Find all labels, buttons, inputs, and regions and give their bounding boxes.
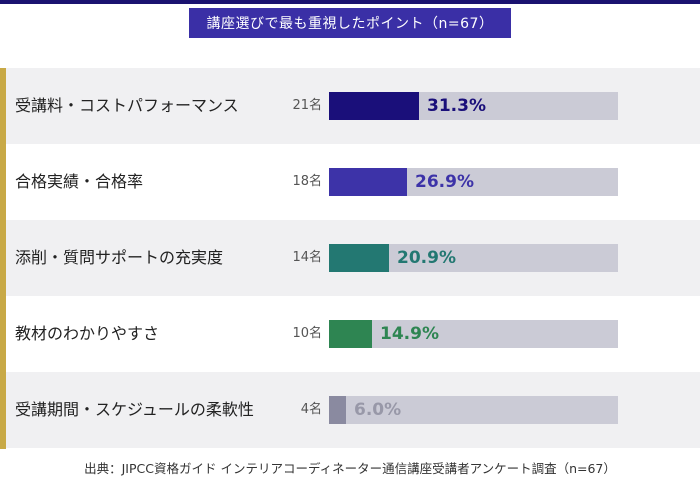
category-label: 添削・質問サポートの充実度 [15,248,224,267]
bar-track: 14.9% [329,320,618,348]
bar-fill [329,244,389,272]
source-note: 出典：JIPCC資格ガイド インテリアコーディネーター通信講座受講者アンケート調… [84,461,616,476]
category-label: 教材のわかりやすさ [15,324,160,343]
count-label: 10名 [292,326,322,341]
bar-track: 26.9% [329,168,618,196]
chart-title: 講座選びで最も重視したポイント（n=67） [189,8,511,38]
chart-row: 教材のわかりやすさ 10名 14.9% [0,296,700,372]
bar-track: 20.9% [329,244,618,272]
category-label: 受講料・コストパフォーマンス [15,96,239,115]
count-label: 18名 [292,174,322,189]
value-label: 6.0% [354,400,402,420]
count-label: 14名 [292,250,322,265]
bar-track: 31.3% [329,92,618,120]
bar-track: 6.0% [329,396,618,424]
category-label: 合格実績・合格率 [15,172,144,191]
chart-row: 受講期間・スケジュールの柔軟性 4名 6.0% [0,372,700,448]
bar-fill [329,168,407,196]
chart-row: 添削・質問サポートの充実度 14名 20.9% [0,220,700,296]
chart-row: 受講料・コストパフォーマンス 21名 31.3% [0,68,700,144]
accent-bar [0,68,6,449]
top-rule [0,0,700,4]
bar-fill [329,396,346,424]
bar-fill [329,92,419,120]
value-label: 20.9% [397,248,456,268]
count-label: 4名 [300,402,322,417]
value-label: 31.3% [427,96,486,116]
chart-row: 合格実績・合格率 18名 26.9% [0,144,700,220]
value-label: 26.9% [415,172,474,192]
bar-fill [329,320,372,348]
category-label: 受講期間・スケジュールの柔軟性 [15,400,254,419]
count-label: 21名 [292,98,322,113]
value-label: 14.9% [380,324,439,344]
